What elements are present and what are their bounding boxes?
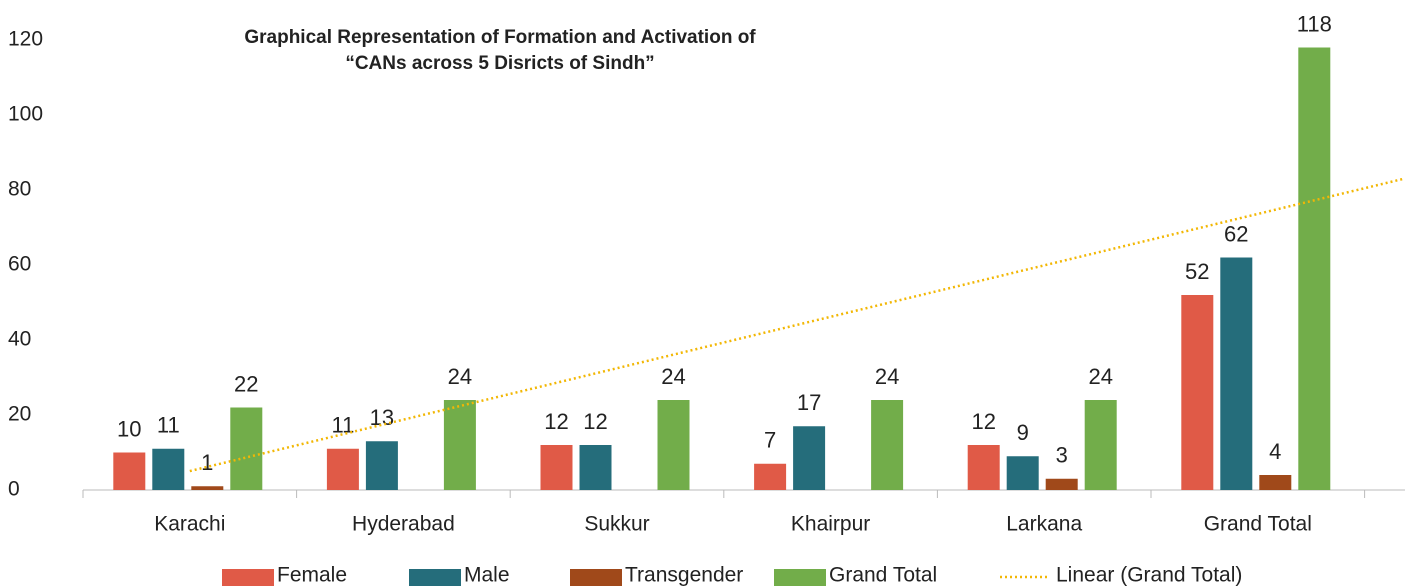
bar — [230, 407, 263, 490]
legend-label: Transgender — [625, 564, 743, 586]
bar — [152, 448, 185, 490]
legend-swatch — [774, 569, 826, 586]
data-label: 24 — [448, 364, 472, 389]
x-tick-label: Khairpur — [791, 513, 870, 536]
data-label: 9 — [1017, 420, 1029, 445]
data-label: 13 — [370, 405, 394, 430]
legend-label: Female — [277, 564, 347, 586]
x-tick-label: Karachi — [154, 513, 225, 536]
bar — [191, 486, 224, 490]
data-label: 62 — [1224, 221, 1248, 246]
chart-title: “CANs across 5 Disricts of Sindh” — [345, 53, 654, 74]
data-label: 12 — [971, 409, 995, 434]
data-label: 10 — [117, 416, 141, 441]
chart-title: Graphical Representation of Formation an… — [244, 27, 756, 48]
legend-swatch — [222, 569, 274, 586]
bar — [1298, 47, 1331, 490]
data-label: 17 — [797, 390, 821, 415]
data-label: 24 — [875, 364, 899, 389]
legend-label: Grand Total — [829, 564, 937, 586]
bar — [1006, 456, 1039, 490]
bar — [540, 445, 573, 490]
legend-label: Linear (Grand Total) — [1056, 564, 1242, 586]
data-label: 1 — [201, 450, 213, 475]
x-tick-label: Hyderabad — [352, 513, 455, 536]
x-tick-label: Sukkur — [584, 513, 649, 536]
data-label: 11 — [157, 413, 180, 438]
bar — [1181, 295, 1214, 490]
y-tick-label: 120 — [8, 28, 43, 51]
bar — [365, 441, 398, 490]
bar — [657, 400, 690, 490]
bar — [967, 445, 1000, 490]
y-tick-label: 100 — [8, 103, 43, 126]
data-label: 24 — [1088, 364, 1112, 389]
bar — [1084, 400, 1117, 490]
data-label: 12 — [583, 409, 607, 434]
bar — [1045, 478, 1078, 490]
y-tick-label: 40 — [8, 328, 31, 351]
bar — [326, 448, 359, 490]
x-tick-label: Grand Total — [1204, 513, 1312, 536]
y-tick-label: 20 — [8, 403, 31, 426]
data-label: 52 — [1185, 259, 1209, 284]
y-tick-label: 0 — [8, 478, 20, 501]
legend-swatch — [409, 569, 461, 586]
data-label: 11 — [331, 413, 354, 438]
data-label: 24 — [661, 364, 685, 389]
bar — [754, 463, 787, 490]
trendline — [189, 177, 1405, 473]
y-tick-label: 80 — [8, 178, 31, 201]
data-label: 7 — [764, 428, 776, 453]
bar — [1220, 257, 1253, 490]
legend-label: Male — [464, 564, 510, 586]
data-label: 118 — [1297, 11, 1332, 36]
bar — [1259, 475, 1292, 490]
y-tick-label: 60 — [8, 253, 31, 276]
data-label: 22 — [234, 371, 258, 396]
bar — [793, 426, 826, 490]
data-label: 12 — [544, 409, 568, 434]
bar — [113, 452, 146, 490]
bar — [579, 445, 612, 490]
data-label: 3 — [1056, 443, 1068, 468]
x-tick-label: Larkana — [1006, 513, 1082, 536]
bar — [443, 400, 476, 490]
legend-swatch — [570, 569, 622, 586]
data-label: 4 — [1269, 439, 1281, 464]
bar — [871, 400, 904, 490]
